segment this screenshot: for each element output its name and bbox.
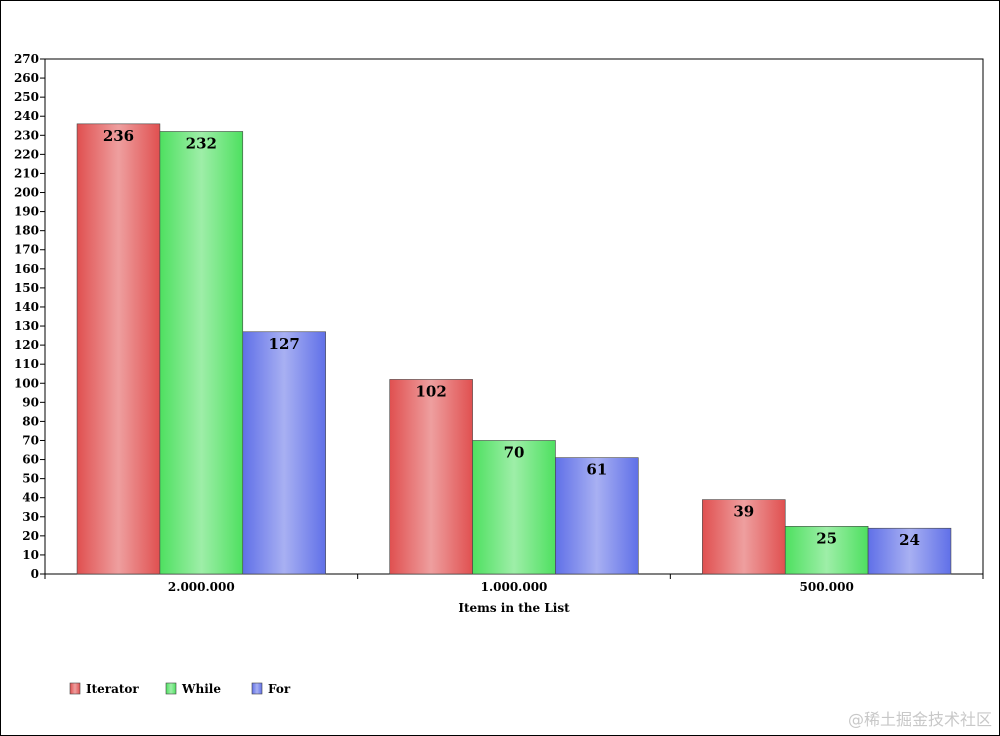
data-label: 70 bbox=[504, 443, 525, 461]
y-tick-label: 100 bbox=[14, 376, 39, 390]
data-label: 39 bbox=[733, 503, 754, 521]
bar-iterator-2 bbox=[702, 499, 786, 575]
y-tick-label: 0 bbox=[31, 567, 39, 581]
y-tick-label: 230 bbox=[14, 128, 39, 142]
data-label: 127 bbox=[269, 335, 300, 353]
bar-while-1 bbox=[472, 440, 556, 575]
data-label: 24 bbox=[899, 531, 920, 549]
y-tick-label: 210 bbox=[14, 166, 39, 180]
y-tick-label: 190 bbox=[14, 205, 39, 219]
y-tick-label: 40 bbox=[22, 491, 39, 505]
legend-label-while: While bbox=[181, 682, 221, 696]
y-tick-label: 200 bbox=[14, 186, 39, 200]
legend-label-iterator: Iterator bbox=[86, 682, 139, 696]
watermark: @稀土掘金技术社区 bbox=[847, 710, 992, 729]
bar-iterator-1 bbox=[389, 379, 473, 575]
y-tick-label: 170 bbox=[14, 243, 39, 257]
y-tick-label: 270 bbox=[14, 52, 39, 66]
y-tick-label: 250 bbox=[14, 90, 39, 104]
y-tick-label: 60 bbox=[22, 453, 39, 467]
legend-swatch-for bbox=[251, 682, 263, 695]
y-tick-label: 130 bbox=[14, 319, 39, 333]
y-tick-label: 90 bbox=[22, 395, 39, 409]
y-tick-label: 140 bbox=[14, 300, 39, 314]
data-label: 25 bbox=[816, 529, 837, 547]
bar-iterator-0 bbox=[76, 123, 161, 575]
data-labels-group: 236 232 127 102 70 61 39 25 24 bbox=[103, 127, 920, 549]
bar-for-0 bbox=[242, 331, 326, 575]
bar-for-1 bbox=[555, 457, 639, 575]
data-label: 102 bbox=[415, 382, 446, 400]
legend: Iterator While For bbox=[69, 682, 291, 696]
x-axis: 2.000.000 1.000.000 500.000 bbox=[44, 573, 984, 594]
y-tick-label: 150 bbox=[14, 281, 39, 295]
bars-group bbox=[76, 123, 952, 575]
x-category-label: 500.000 bbox=[800, 580, 854, 594]
y-tick-label: 70 bbox=[22, 433, 39, 447]
y-tick-label: 110 bbox=[14, 357, 39, 371]
y-tick-label: 120 bbox=[14, 338, 39, 352]
y-tick-label: 220 bbox=[14, 147, 39, 161]
bar-for-2 bbox=[867, 527, 952, 575]
legend-swatch-iterator bbox=[69, 682, 81, 695]
data-label: 61 bbox=[586, 461, 607, 479]
y-tick-label: 160 bbox=[14, 262, 39, 276]
y-axis: 0 10 20 30 40 50 60 70 80 90 100 110 120 130 140 150 160… bbox=[14, 52, 46, 581]
legend-swatch-while bbox=[165, 682, 177, 695]
y-tick-label: 10 bbox=[22, 548, 39, 562]
bar-while-0 bbox=[159, 131, 244, 575]
x-category-label: 2.000.000 bbox=[168, 580, 235, 594]
x-category-label: 1.000.000 bbox=[481, 580, 548, 594]
y-tick-label: 30 bbox=[22, 510, 39, 524]
y-tick-label: 180 bbox=[14, 224, 39, 238]
y-tick-label: 50 bbox=[22, 472, 39, 486]
data-label: 232 bbox=[186, 134, 217, 152]
y-tick-label: 80 bbox=[22, 414, 39, 428]
y-tick-label: 240 bbox=[14, 109, 39, 123]
legend-label-for: For bbox=[268, 682, 291, 696]
y-tick-label: 260 bbox=[14, 71, 39, 85]
data-label: 236 bbox=[103, 127, 134, 145]
y-tick-label: 20 bbox=[22, 529, 39, 543]
bar-while-2 bbox=[784, 526, 869, 575]
x-axis-title: Items in the List bbox=[458, 601, 570, 615]
